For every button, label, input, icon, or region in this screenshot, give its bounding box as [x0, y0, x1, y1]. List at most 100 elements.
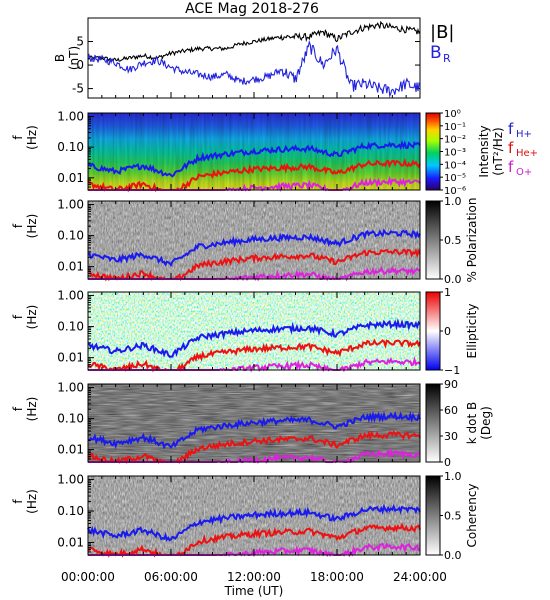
gyro-legend-2-sub: O+: [516, 167, 532, 178]
colorbar-tick-label: 1.0: [444, 195, 462, 208]
f-ytick-label: 0.01: [57, 260, 84, 274]
gyro-legend-2-f: f: [508, 158, 514, 176]
f-he-line: [87, 338, 421, 373]
b-ytick-label: -5: [72, 82, 84, 96]
f-ylabel: f: [11, 314, 25, 319]
f-h-line: [87, 410, 421, 450]
colorbar-tick-label: 10⁻¹: [444, 122, 466, 133]
f-yunit: (Hz): [25, 125, 39, 150]
colorbar-title: % Polarization: [465, 198, 479, 283]
colorbar-tick-label: 1: [444, 286, 451, 299]
f-ylabel: f: [11, 135, 25, 140]
gyro-legend-1-sub: He+: [516, 148, 538, 159]
f-h-line: [87, 318, 421, 358]
f-h-line: [87, 139, 421, 178]
gyro-legend-0-sub: H+: [516, 129, 532, 140]
x-tick-label: 18:00:00: [310, 570, 364, 584]
spectrogram-panel-4: 1.00 0.10 0.01 f (Hz) 90 60 30 0 k dot B (Deg): [11, 378, 493, 469]
colorbar-tick-label: 0: [444, 456, 451, 469]
f-ytick-label: 0.01: [57, 171, 84, 185]
f-h-line: [87, 503, 421, 542]
b-series-group: [88, 20, 420, 98]
b-yunit: (nT): [67, 46, 81, 70]
colorbar-tick-label: 10⁻⁴: [444, 160, 466, 171]
b-r-line: [88, 40, 420, 98]
x-tick-label: 12:00:00: [227, 570, 281, 584]
f-he-line: [87, 522, 421, 558]
f-yunit: (Hz): [25, 214, 39, 239]
colorbar-tick-label: 0.0: [444, 273, 462, 286]
f-he-line: [87, 158, 421, 193]
b-ytick-label: 0: [76, 58, 84, 72]
colorbar-title: k dot B: [465, 402, 479, 444]
f-yunit: (Hz): [25, 305, 39, 330]
b-ylabel: B: [53, 54, 67, 62]
colorbar-unit: (nT²/Hz): [491, 127, 505, 175]
colorbar-title: Intensity: [477, 125, 491, 177]
colorbar-tick-label: 10⁻²: [444, 135, 466, 146]
chart-title: ACE Mag 2018-276: [185, 1, 319, 17]
legend-b-r: B: [430, 43, 442, 63]
b-ytick-label: 5: [76, 35, 84, 49]
legend-b-total: |B|: [430, 22, 454, 43]
x-axis-label: Time (UT): [224, 584, 284, 598]
colorbar-tick-label: 0.0: [444, 549, 462, 562]
gyro-legend-1-f: f: [508, 139, 514, 157]
f-he-line: [87, 247, 421, 282]
f-ylabel: f: [11, 223, 25, 228]
f-ytick-label: 1.00: [57, 473, 84, 487]
f-ytick-label: 1.00: [57, 198, 84, 212]
b-field-panel: 50-5B (nT)|B|B R: [53, 17, 454, 99]
f-ytick-label: 0.01: [57, 443, 84, 457]
colorbar-tick-label: −1: [444, 364, 460, 377]
f-ytick-label: 1.00: [57, 289, 84, 303]
x-tick-label: 24:00:00: [393, 570, 447, 584]
f-ytick-label: 0.10: [57, 320, 84, 334]
colorbar: [425, 200, 441, 280]
colorbar-tick-label: 0.5: [444, 510, 462, 523]
colorbar-tick-label: 30: [444, 430, 458, 443]
f-ylabel: f: [11, 406, 25, 411]
f-he-line: [87, 430, 421, 465]
colorbar-tick-label: 10⁻⁵: [444, 173, 466, 184]
colorbar-tick-label: 90: [444, 378, 458, 391]
f-ytick-label: 0.10: [57, 504, 84, 518]
spectrogram-panel-1: 1.00 0.10 0.01 f (Hz) 10⁰ 10⁻¹ 10⁻² 10⁻³10⁻⁴ 10⁻⁵…: [11, 109, 505, 197]
colorbar-tick-label: 10⁻³: [444, 148, 466, 159]
x-tick-label: 00:00:00: [61, 570, 115, 584]
colorbar: [425, 291, 441, 371]
colorbar-tick-label: 10⁰: [444, 109, 461, 120]
x-tick-label: 06:00:00: [144, 570, 198, 584]
gyro-legend-0-f: f: [508, 120, 514, 138]
colorbar: [425, 112, 441, 191]
colorbar-title: Coherency: [465, 483, 479, 547]
spectrogram-panel-3: 1.00 0.10 0.01 f (Hz) 1 0 −1 Ellipticity: [11, 286, 479, 377]
spectrogram-panel-2: 1.00 0.10 0.01 f (Hz) 1.0 0.5 0.0% Polarization: [11, 195, 479, 286]
f-ytick-label: 0.10: [57, 412, 84, 426]
colorbar-title: Ellipticity: [465, 304, 479, 359]
f-yunit: (Hz): [25, 489, 39, 514]
f-h-line: [87, 228, 421, 268]
colorbar-tick-label: 1.0: [444, 470, 462, 483]
f-ytick-label: 1.00: [57, 381, 84, 395]
colorbar-tick-label: 0.5: [444, 234, 462, 247]
colorbar-unit: (Deg): [479, 406, 493, 440]
colorbar-tick-label: 0: [444, 325, 451, 338]
colorbar-tick-label: 60: [444, 404, 458, 417]
f-ylabel: f: [11, 499, 25, 504]
colorbar: [425, 475, 441, 556]
f-ytick-label: 0.10: [57, 229, 84, 243]
f-ytick-label: 0.01: [57, 535, 84, 549]
colorbar-tick-label: 10⁻⁶: [444, 186, 466, 197]
f-ytick-label: 0.10: [57, 140, 84, 154]
f-yunit: (Hz): [25, 397, 39, 422]
colorbar: [425, 383, 441, 463]
f-ytick-label: 0.01: [57, 351, 84, 365]
gyro-legend: f H+f He+f O+: [508, 120, 538, 178]
b-field-frame: [87, 17, 421, 99]
f-ytick-label: 1.00: [57, 109, 84, 123]
legend-b-r-sub: R: [443, 52, 451, 65]
b-total-line: [88, 20, 420, 62]
